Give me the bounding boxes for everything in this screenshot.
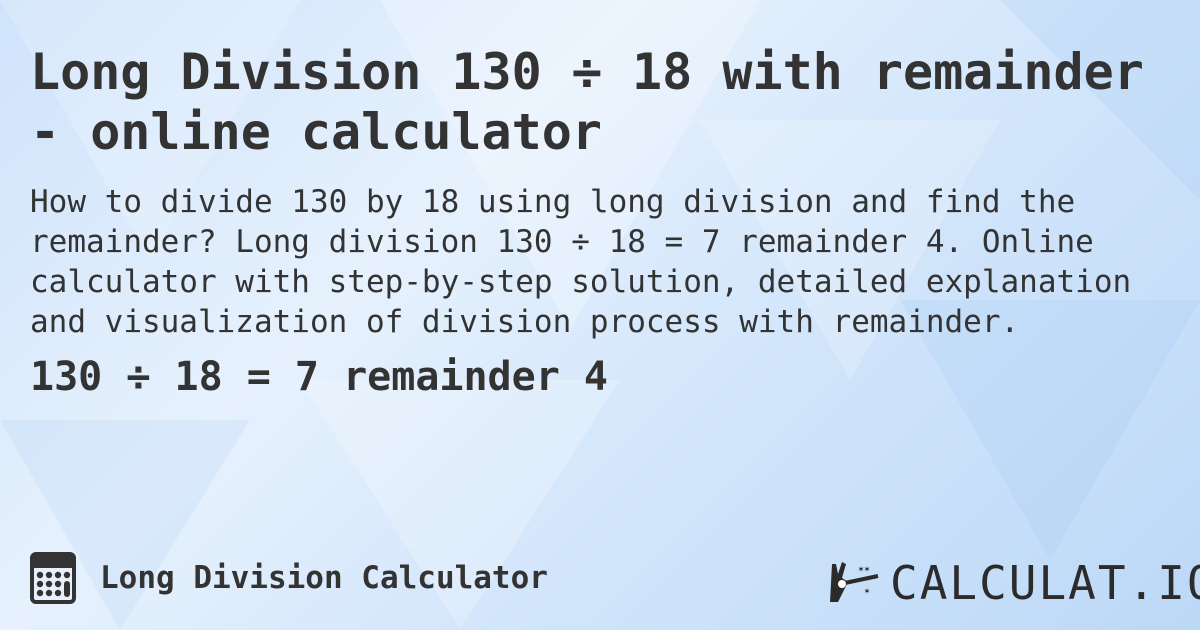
calculator-link[interactable]: Long Division Calculator	[30, 552, 548, 604]
description: How to divide 130 by 18 using long divis…	[30, 184, 1132, 340]
calculat-io-logo[interactable]: ✶✶ ✶ CALCULAT.IO	[828, 556, 1200, 610]
calculator-icon	[30, 552, 76, 604]
page-title: Long Division 130 ÷ 18 with remainder - …	[30, 43, 1144, 161]
svg-text:✶✶: ✶✶	[858, 564, 870, 575]
calculator-label: Long Division Calculator	[100, 560, 548, 596]
magic-hand-icon: ✶✶ ✶	[830, 562, 879, 602]
svg-text:✶: ✶	[864, 586, 870, 597]
result: 130 ÷ 18 = 7 remainder 4	[30, 354, 608, 400]
logo-text: CALCULAT.IO	[890, 556, 1200, 610]
